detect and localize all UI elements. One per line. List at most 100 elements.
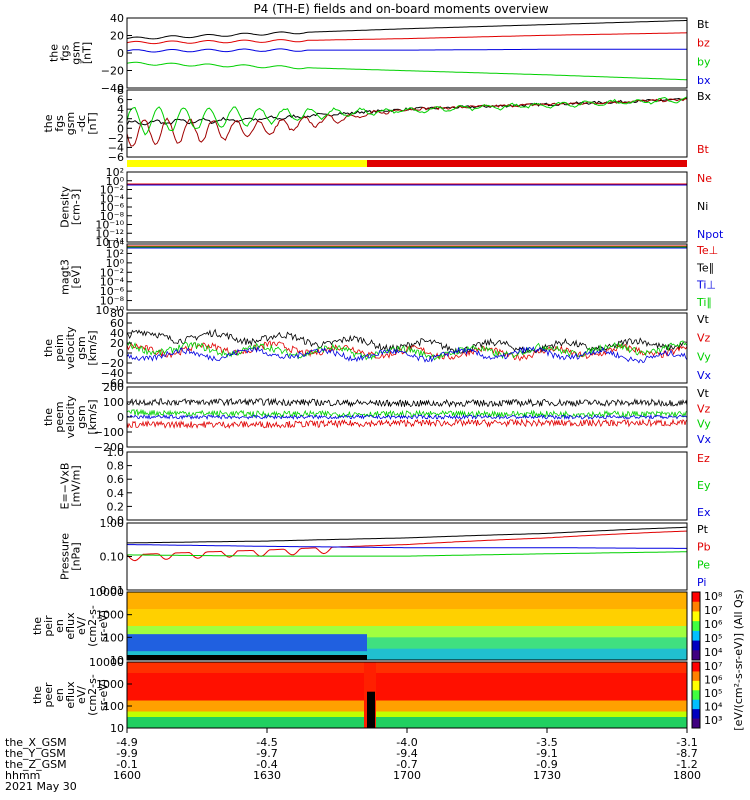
plot-frame <box>126 312 688 384</box>
series-Pe <box>127 551 687 557</box>
y-tick-label: −6 <box>108 151 124 164</box>
y-tick-label: 100 <box>103 700 124 713</box>
y-tick-label: 100 <box>103 631 124 644</box>
x-row-value: 1600 <box>113 769 141 782</box>
spectrogram-band <box>127 597 687 604</box>
legend-Vz: Vz <box>697 332 711 345</box>
plot-frame <box>126 591 688 661</box>
spectrogram-band <box>127 662 687 668</box>
legend-Ti∥: Ti∥ <box>696 296 712 309</box>
colorbar-label: 10³ <box>704 714 722 727</box>
legend-Pb: Pb <box>697 541 711 554</box>
spectrogram-band <box>127 717 687 723</box>
panel-efield: 1.00.80.60.40.20.0 E=−VxB[mV/m] Ez Ey Ex <box>59 446 711 527</box>
legend-Npot: Npot <box>697 228 724 241</box>
y-label-line: [nT] <box>81 42 94 64</box>
spectrogram-band <box>127 689 687 696</box>
legend-Bx: Bx <box>697 90 712 103</box>
panel-peer: 10000100010010thepeerenefluxeV/(cm2-s-sr… <box>31 656 723 735</box>
quality-bar-red <box>367 160 687 167</box>
y-label-line: sr-eV) <box>97 679 110 711</box>
y-tick-label: −2 <box>108 132 124 145</box>
colorbar-segment <box>692 671 700 682</box>
legend-Vx: Vx <box>697 433 712 446</box>
legend-bz: bz <box>697 37 710 50</box>
x-row-name: the_Z_GSM <box>5 758 67 771</box>
x-row-value: -4.9 <box>116 736 137 749</box>
y-tick-label: 0 <box>117 411 124 424</box>
y-tick-label: 0.0 <box>107 514 125 527</box>
series-Bx <box>126 97 688 126</box>
series-Vz <box>126 418 688 430</box>
series-Vx <box>126 413 688 421</box>
y-tick-label: 10⁻⁸ <box>100 295 125 308</box>
y-tick-label: 10⁻¹² <box>95 227 124 240</box>
panels: 40200−20−40thefgsgsm[nT]Btbzbybx86420−2−… <box>31 12 745 735</box>
y-tick-label: 100 <box>103 396 124 409</box>
spectrogram-band <box>127 654 687 661</box>
panel-pressure: 1.00 0.10 0.01 Pressure[nPa] Pt Pb Pe Pi <box>59 517 711 597</box>
y-tick-label: 40 <box>110 12 124 25</box>
y-tick-label: 60 <box>110 317 124 330</box>
x-row-value: -0.7 <box>396 758 417 771</box>
y-tick-label: 10⁰ <box>106 257 125 270</box>
x-row-value: -8.7 <box>676 747 697 760</box>
plot-area-peer <box>127 662 687 729</box>
x-row-value: -1.2 <box>676 758 697 771</box>
spectrogram-band <box>127 706 687 712</box>
y-label-line: gsm <box>75 336 88 359</box>
x-row-value: -9.4 <box>396 747 417 760</box>
y-tick-label: 2 <box>117 113 124 126</box>
y-tick-label: 10⁻² <box>100 184 124 197</box>
spectrogram-band <box>127 609 687 616</box>
y-label-line: gsm <box>70 41 83 64</box>
y-tick-label: −60 <box>101 377 124 390</box>
y-label-line: [eV] <box>70 266 83 289</box>
legend-Ne: Ne <box>697 172 712 185</box>
y-label-line: en <box>53 688 66 702</box>
y-label-line: gsm <box>75 405 88 428</box>
y-tick-label: 0 <box>117 47 124 60</box>
colorbar-label: 10⁶ <box>704 618 723 631</box>
spectrogram-gap <box>127 655 367 660</box>
spectrogram-band <box>127 700 687 707</box>
y-tick-label: 10⁻⁸ <box>100 210 125 223</box>
legend-Ex: Ex <box>697 506 711 519</box>
legend-Bt: Bt <box>697 143 710 156</box>
x-row-value: -9.7 <box>256 747 277 760</box>
y-label-line: peem <box>53 401 66 432</box>
y-tick-label: 10² <box>106 247 124 260</box>
series-Vx <box>126 345 688 364</box>
y-label-line: magt3 <box>59 259 72 295</box>
y-label-line: Density <box>59 186 72 228</box>
x-row-value: -0.9 <box>536 758 557 771</box>
panel-peim: 806040200−20−40−60thepeimvelocitygsm[km/… <box>42 307 712 390</box>
legend-Vt: Vt <box>697 387 710 400</box>
y-label-line: the <box>42 114 55 132</box>
spectrogram-band <box>127 667 687 674</box>
x-row-value: 1800 <box>673 769 701 782</box>
y-tick-label: 0.8 <box>107 460 125 473</box>
legend-by: by <box>697 55 711 68</box>
y-tick-label: −20 <box>101 357 124 370</box>
y-label-line: [mV/m] <box>70 465 83 506</box>
y-tick-label: 20 <box>110 30 124 43</box>
y-tick-label: −4 <box>108 141 124 154</box>
y-tick-label: 10⁻¹⁴ <box>95 236 124 249</box>
plot-area-peem <box>126 397 688 430</box>
y-label-line: velocity <box>64 326 77 369</box>
y-label-line: (cm2-s- <box>86 605 99 647</box>
y-label-line: the <box>42 339 55 357</box>
colorbar-segment <box>692 662 700 672</box>
y-label-line: the <box>31 617 44 635</box>
legend-Te⊥: Te⊥ <box>696 244 718 257</box>
y-tick-label: 0.01 <box>100 584 125 597</box>
y-label-line: [nT] <box>86 112 99 134</box>
plot-area-peim <box>126 328 688 364</box>
colorbar-segment <box>692 650 700 661</box>
colorbar-segment <box>692 630 700 642</box>
y-label-line: peir <box>42 615 55 637</box>
x-row-value: -4.0 <box>396 736 417 749</box>
